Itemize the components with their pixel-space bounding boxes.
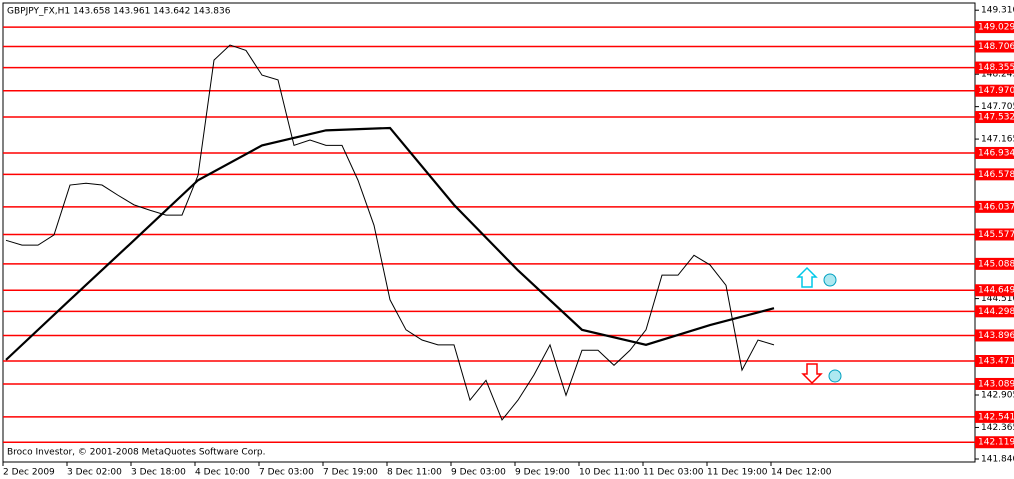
x-tick-label: 9 Dec 03:00 xyxy=(451,468,506,478)
y-tick-label: 147.705 xyxy=(981,102,1014,112)
level-label: 145.088 xyxy=(978,259,1014,269)
x-tick-label: 3 Dec 18:00 xyxy=(131,468,186,478)
level-label: 143.089 xyxy=(978,379,1014,389)
x-tick-label: 8 Dec 11:00 xyxy=(387,468,442,478)
level-label: 147.970 xyxy=(978,86,1014,96)
x-tick-label: 2 Dec 2009 xyxy=(3,468,55,478)
thumb-icon xyxy=(828,369,842,383)
up-arrow xyxy=(796,266,818,288)
level-label: 145.577 xyxy=(978,230,1014,240)
chart-title: GBPJPY_FX,H1 143.658 143.961 143.642 143… xyxy=(7,7,231,17)
level-label-bg xyxy=(975,329,1014,342)
y-tick-label: 141.840 xyxy=(981,454,1014,464)
level-label-bg xyxy=(975,377,1014,390)
y-tick-label: 149.310 xyxy=(981,6,1014,16)
level-label: 147.532 xyxy=(978,113,1014,123)
level-label: 144.649 xyxy=(978,286,1014,296)
x-tick-label: 7 Dec 19:00 xyxy=(323,468,378,478)
level-label: 143.896 xyxy=(978,331,1014,341)
down-arrow xyxy=(801,363,823,385)
level-label: 142.119 xyxy=(978,438,1014,448)
level-label-bg xyxy=(975,410,1014,423)
copyright: Broco Investor, © 2001-2008 MetaQuotes S… xyxy=(7,448,266,458)
level-label-bg xyxy=(975,284,1014,297)
level-label-bg xyxy=(975,146,1014,159)
y-tick-label: 142.905 xyxy=(981,391,1014,401)
level-label-bg xyxy=(975,111,1014,124)
level-label-bg xyxy=(975,228,1014,241)
y-tick-label: 147.165 xyxy=(981,135,1014,145)
y-tick-label: 148.245 xyxy=(981,70,1014,80)
x-tick-label: 14 Dec 12:00 xyxy=(771,468,832,478)
y-tick-label: 142.365 xyxy=(981,423,1014,433)
x-tick-label: 9 Dec 19:00 xyxy=(515,468,570,478)
level-label-bg xyxy=(975,355,1014,368)
series-line xyxy=(5,126,775,361)
level-label: 144.298 xyxy=(978,307,1014,317)
x-tick-label: 4 Dec 10:00 xyxy=(195,468,250,478)
level-label-bg xyxy=(975,200,1014,213)
series-line xyxy=(5,44,775,421)
level-label-bg xyxy=(975,257,1014,270)
level-label-bg xyxy=(975,61,1014,74)
level-label: 146.578 xyxy=(978,170,1014,180)
y-tick-label: 144.510 xyxy=(981,294,1014,304)
x-tick-label: 3 Dec 02:00 xyxy=(67,468,122,478)
x-tick-label: 11 Dec 03:00 xyxy=(643,468,704,478)
level-label-bg xyxy=(975,305,1014,318)
thumb-icon xyxy=(823,273,837,287)
level-label: 146.934 xyxy=(978,148,1014,158)
plot-frame xyxy=(2,2,976,463)
level-label: 142.541 xyxy=(978,412,1014,422)
x-tick-label: 10 Dec 11:00 xyxy=(579,468,640,478)
level-label-bg xyxy=(975,168,1014,181)
x-tick-label: 11 Dec 19:00 xyxy=(707,468,768,478)
level-label: 148.355 xyxy=(978,63,1014,73)
level-label-bg xyxy=(975,40,1014,53)
level-label: 148.706 xyxy=(978,42,1014,52)
level-label-bg xyxy=(975,21,1014,34)
level-label: 146.037 xyxy=(978,202,1014,212)
level-label: 149.029 xyxy=(978,23,1014,33)
level-label-bg xyxy=(975,84,1014,97)
level-label-bg xyxy=(975,436,1014,449)
x-tick-label: 7 Dec 03:00 xyxy=(259,468,314,478)
level-label: 143.471 xyxy=(978,357,1014,367)
